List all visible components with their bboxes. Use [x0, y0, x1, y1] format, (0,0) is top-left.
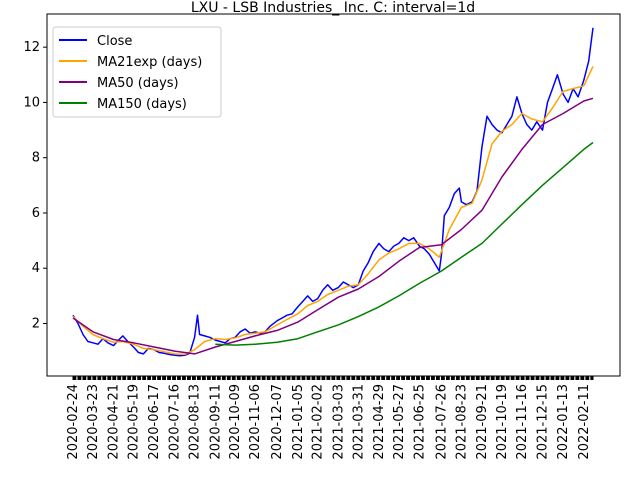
x-tick-label: 2020-12-07 [270, 384, 285, 460]
x-tick-label: 2020-03-23 [86, 384, 101, 460]
x-tick-label: 2022-01-13 [556, 384, 571, 460]
x-tick-label: 2021-10-19 [495, 384, 510, 460]
legend-label: MA21exp (days) [97, 55, 202, 70]
x-tick-label: 2020-09-11 [208, 384, 223, 460]
x-tick-label: 2020-02-24 [66, 384, 81, 460]
x-tick-label: 2020-06-17 [147, 384, 162, 460]
x-tick-label: 2021-01-05 [291, 384, 306, 460]
x-tick-label: 2021-03-03 [331, 384, 346, 460]
legend-box [52, 26, 222, 118]
x-tick-label: 2021-02-02 [311, 384, 326, 460]
legend-label: MA50 (days) [97, 76, 179, 91]
x-tick-label: 2020-08-13 [188, 384, 203, 460]
series-line-0 [72, 27, 594, 357]
x-tick-label: 2020-10-09 [228, 384, 243, 460]
x-axis: 2020-02-24 2020-03-23 2020-04-21 2020-05-19… [66, 376, 594, 460]
x-tick-label: 2021-08-23 [454, 384, 469, 460]
x-tick-label: 2020-07-16 [168, 384, 183, 460]
series-line-1 [72, 66, 594, 356]
x-tick-label: 2021-12-15 [535, 384, 550, 460]
plot-lines [72, 27, 594, 357]
x-tick-label: 2021-03-31 [351, 384, 366, 460]
x-tick-label: 2021-04-29 [372, 384, 387, 460]
y-tick-label: 6 [32, 206, 40, 221]
legend: Close MA21exp (days) MA50 (days) MA150 (day… [52, 26, 222, 118]
x-tick-label: 2021-11-16 [515, 384, 530, 460]
y-tick-label: 2 [32, 316, 40, 331]
x-tick-label: 2021-09-21 [475, 384, 490, 460]
x-tick-label: 2020-04-21 [107, 384, 122, 460]
y-axis: 2 4 6 8 10 12 [23, 40, 47, 331]
legend-label: Close [97, 34, 132, 49]
x-tick-label: 2021-07-26 [434, 384, 449, 460]
x-tick-label: 2021-05-27 [392, 384, 407, 460]
series-line-3 [215, 141, 594, 346]
chart-title: LXU - LSB Industries_ Inc. C: interval=1… [191, 0, 475, 16]
y-tick-label: 10 [23, 95, 40, 110]
legend-label: MA150 (days) [97, 97, 187, 112]
x-tick-label: 2020-11-06 [248, 384, 263, 460]
y-tick-label: 4 [32, 261, 40, 276]
series-line-2 [72, 97, 594, 355]
y-tick-label: 8 [32, 151, 40, 166]
x-tick-label: 2022-02-11 [577, 384, 592, 460]
y-tick-label: 12 [23, 40, 40, 55]
x-tick-label: 2021-06-25 [412, 384, 427, 460]
x-tick-label: 2020-05-19 [126, 384, 141, 460]
